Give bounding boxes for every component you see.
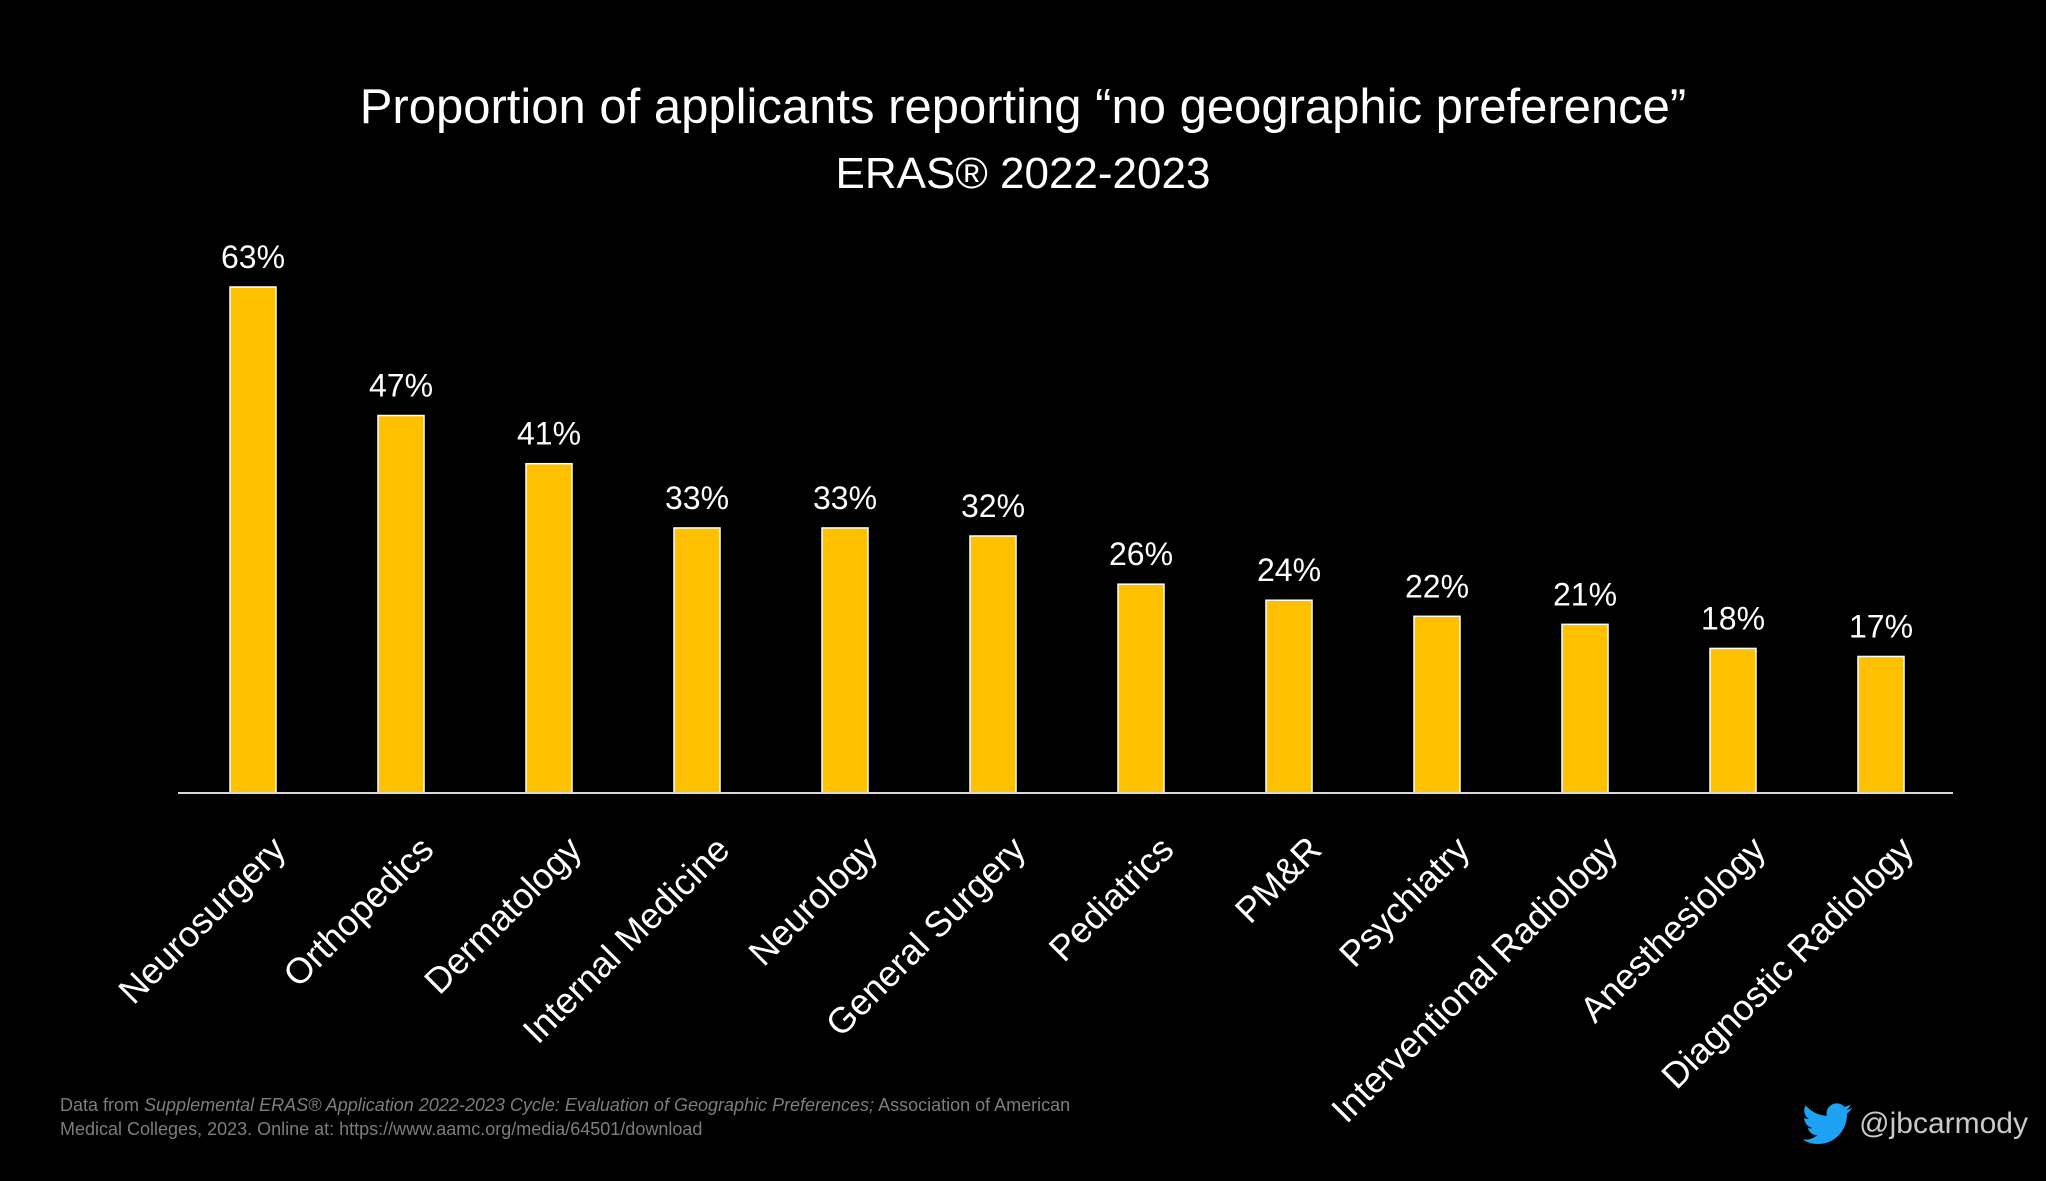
handle-text: @jbcarmody <box>1859 1107 2028 1140</box>
category-label: Orthopedics <box>275 828 441 994</box>
chart-title: Proportion of applicants reporting “no g… <box>360 80 1687 134</box>
bar-psychiatry <box>1413 615 1461 794</box>
bar-general-surgery <box>969 535 1017 794</box>
bar-neurology <box>821 527 869 794</box>
bar-interventional-radiology <box>1561 623 1609 794</box>
bar-value-label: 47% <box>369 368 433 404</box>
source-suffix: Association of American Medical Colleges… <box>60 1095 1071 1139</box>
bar-value-label: 32% <box>961 488 1025 524</box>
bar-value-label: 63% <box>221 239 285 275</box>
bar-value-label: 33% <box>665 480 729 516</box>
category-label: Diagnostic Radiology <box>1653 828 1921 1096</box>
chart-subtitle: ERAS® 2022-2023 <box>836 149 1211 198</box>
twitter-handle[interactable]: @jbcarmody <box>1803 1103 2028 1145</box>
bar-value-label: 18% <box>1701 600 1765 636</box>
category-label: Interventional Radiology <box>1323 828 1625 1130</box>
category-label: Neurosurgery <box>110 828 293 1011</box>
bar-dermatology <box>525 462 573 794</box>
bars-layer: 63%Neurosurgery47%Orthopedics41%Dermatol… <box>110 239 1921 1130</box>
bar-pm-r <box>1265 599 1313 794</box>
category-label: Pediatrics <box>1041 828 1182 969</box>
bar-orthopedics <box>377 414 425 794</box>
bar-value-label: 26% <box>1109 536 1173 572</box>
source-prefix: Data from <box>60 1095 145 1115</box>
bar-pediatrics <box>1117 583 1165 794</box>
bar-anesthesiology <box>1709 647 1757 794</box>
twitter-bird-icon <box>1803 1103 1853 1145</box>
bar-value-label: 33% <box>813 480 877 516</box>
bar-value-label: 41% <box>517 416 581 452</box>
source-note: Data from Supplemental ERAS® Application… <box>60 1093 1110 1141</box>
category-label: Psychiatry <box>1331 828 1477 974</box>
category-label: PM&R <box>1227 828 1330 931</box>
bar-value-label: 22% <box>1405 568 1469 604</box>
bar-internal-medicine <box>673 527 721 794</box>
category-label: Neurology <box>740 828 885 973</box>
bar-value-label: 21% <box>1553 576 1617 612</box>
source-title: Supplemental ERAS® Application 2022-2023… <box>144 1095 875 1115</box>
bar-value-label: 17% <box>1849 608 1913 644</box>
bar-value-label: 24% <box>1257 552 1321 588</box>
bar-neurosurgery <box>229 286 277 794</box>
bar-diagnostic-radiology <box>1857 655 1905 794</box>
